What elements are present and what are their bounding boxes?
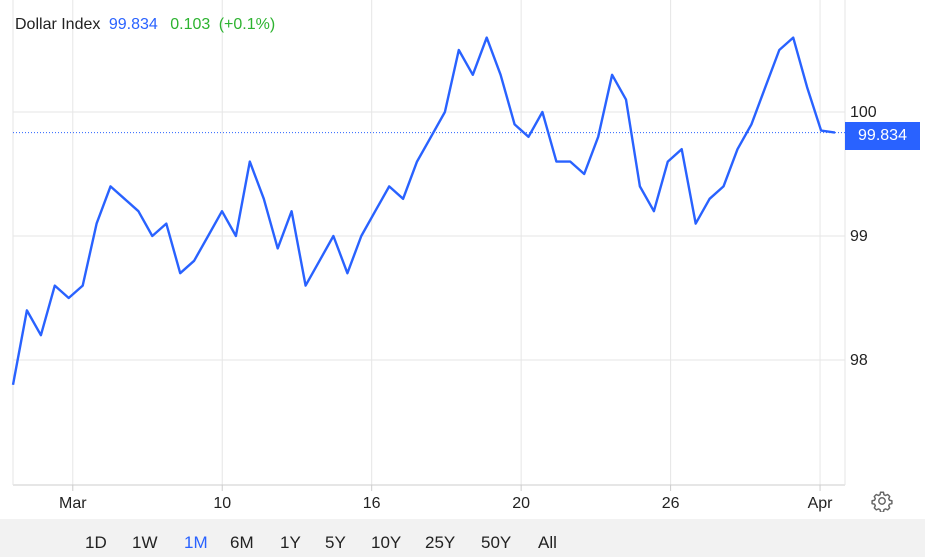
last-price: 99.834: [108, 16, 158, 33]
range-10y-button[interactable]: 10Y: [371, 533, 402, 552]
x-axis-tick-labels: Mar 10 16 20 26 Apr: [59, 495, 833, 512]
range-1d-button[interactable]: 1D: [85, 533, 107, 552]
x-tick-label: 10: [213, 495, 231, 512]
vertical-gridlines: [72, 0, 821, 491]
range-50y-button[interactable]: 50Y: [481, 533, 512, 552]
gear-icon[interactable]: [871, 490, 893, 513]
range-25y-button[interactable]: 25Y: [425, 533, 456, 552]
instrument-name: Dollar Index: [15, 16, 101, 33]
quote-header: Dollar Index 99.834 0.103 (+0.1%): [15, 16, 275, 34]
horizontal-gridlines: [13, 111, 845, 361]
price-change-percent: (+0.1%): [218, 16, 276, 33]
range-1m-button[interactable]: 1M: [184, 533, 208, 552]
y-axis-tick-labels: 98 99 100: [850, 104, 877, 369]
range-1y-button[interactable]: 1Y: [280, 533, 301, 552]
x-tick-label: 26: [662, 495, 680, 512]
x-tick-label: 20: [512, 495, 530, 512]
x-tick-label: Mar: [59, 495, 87, 512]
range-5y-button[interactable]: 5Y: [325, 533, 346, 552]
time-range-bar: 1D 1W 1M 6M 1Y 5Y 10Y 25Y 50Y All: [0, 519, 925, 557]
series-line: [11, 36, 836, 386]
y-tick-label: 98: [850, 352, 868, 369]
x-tick-label: 16: [363, 495, 381, 512]
x-tick-label: Apr: [808, 495, 834, 512]
range-6m-button[interactable]: 6M: [230, 533, 254, 552]
last-price-label: 99.834: [845, 122, 920, 150]
y-tick-label: 99: [850, 228, 868, 245]
chart: 98 99 100 Mar 10 16 20 26 Apr: [11, 0, 877, 512]
range-1w-button[interactable]: 1W: [132, 533, 158, 552]
range-all-button[interactable]: All: [538, 533, 557, 552]
y-tick-label: 100: [850, 104, 877, 121]
price-change: 0.103: [170, 16, 211, 33]
